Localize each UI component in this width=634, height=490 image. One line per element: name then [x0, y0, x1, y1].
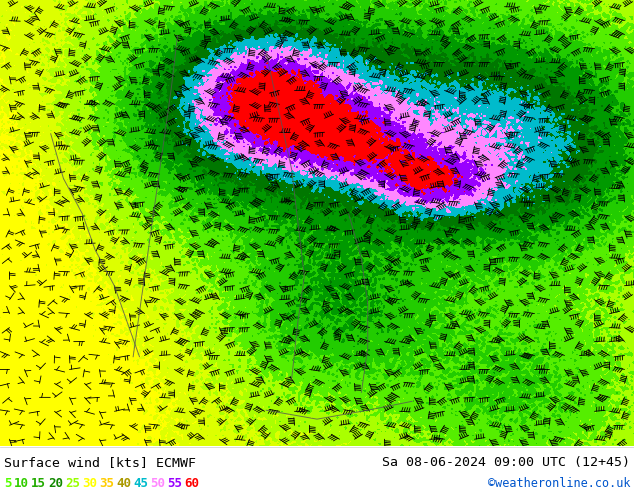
Text: 5: 5 — [4, 477, 11, 490]
Text: 20: 20 — [48, 477, 63, 490]
Text: Sa 08-06-2024 09:00 UTC (12+45): Sa 08-06-2024 09:00 UTC (12+45) — [382, 456, 630, 469]
Text: 35: 35 — [99, 477, 114, 490]
Text: 25: 25 — [65, 477, 80, 490]
Text: ©weatheronline.co.uk: ©weatheronline.co.uk — [488, 477, 630, 490]
Text: 50: 50 — [150, 477, 165, 490]
Text: 40: 40 — [116, 477, 131, 490]
Text: 60: 60 — [184, 477, 199, 490]
Text: 55: 55 — [167, 477, 182, 490]
Text: 15: 15 — [31, 477, 46, 490]
Text: 10: 10 — [14, 477, 29, 490]
Text: 30: 30 — [82, 477, 97, 490]
Text: Surface wind [kts] ECMWF: Surface wind [kts] ECMWF — [4, 456, 196, 469]
Text: 45: 45 — [133, 477, 148, 490]
